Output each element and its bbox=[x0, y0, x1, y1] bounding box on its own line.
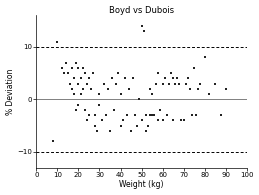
Point bbox=[137, 98, 141, 101]
Point bbox=[186, 77, 190, 80]
Point bbox=[192, 66, 196, 69]
Point bbox=[161, 82, 165, 85]
Point bbox=[76, 103, 81, 106]
Point bbox=[108, 129, 112, 132]
Point bbox=[188, 87, 192, 90]
Point bbox=[169, 72, 173, 75]
Point bbox=[68, 82, 72, 85]
Point bbox=[219, 113, 224, 117]
Point bbox=[224, 87, 228, 90]
Point bbox=[213, 82, 217, 85]
Point bbox=[76, 82, 81, 85]
Point bbox=[110, 77, 114, 80]
Point bbox=[127, 87, 131, 90]
Point bbox=[91, 72, 95, 75]
Point bbox=[66, 72, 70, 75]
X-axis label: Weight (kg): Weight (kg) bbox=[119, 180, 164, 190]
Point bbox=[144, 129, 148, 132]
Point bbox=[97, 103, 102, 106]
Point bbox=[207, 92, 211, 96]
Point bbox=[179, 119, 184, 122]
Point bbox=[112, 108, 116, 111]
Y-axis label: % Deviation: % Deviation bbox=[5, 68, 15, 115]
Point bbox=[81, 87, 85, 90]
Point bbox=[62, 72, 66, 75]
Point bbox=[51, 140, 55, 143]
Point bbox=[203, 56, 207, 59]
Point bbox=[135, 124, 139, 127]
Point bbox=[198, 82, 203, 85]
Point bbox=[104, 113, 108, 117]
Point bbox=[87, 113, 91, 117]
Point bbox=[83, 72, 87, 75]
Point bbox=[159, 108, 163, 111]
Point bbox=[74, 61, 78, 64]
Point bbox=[85, 119, 89, 122]
Point bbox=[55, 40, 60, 43]
Point bbox=[78, 77, 83, 80]
Point bbox=[148, 113, 152, 117]
Point bbox=[146, 124, 150, 127]
Point bbox=[182, 119, 186, 122]
Point bbox=[165, 113, 169, 117]
Point bbox=[81, 66, 85, 69]
Point bbox=[150, 92, 154, 96]
Point bbox=[133, 113, 137, 117]
Point bbox=[93, 124, 97, 127]
Point bbox=[78, 92, 83, 96]
Point bbox=[196, 87, 200, 90]
Point bbox=[99, 119, 104, 122]
Point bbox=[163, 77, 167, 80]
Point bbox=[190, 113, 194, 117]
Point bbox=[95, 129, 99, 132]
Point bbox=[64, 61, 68, 64]
Point bbox=[171, 77, 175, 80]
Point bbox=[125, 113, 129, 117]
Point bbox=[156, 119, 160, 122]
Point bbox=[72, 77, 76, 80]
Point bbox=[76, 66, 81, 69]
Point bbox=[87, 77, 91, 80]
Title: Boyd vs Dubois: Boyd vs Dubois bbox=[109, 5, 174, 15]
Point bbox=[70, 66, 74, 69]
Point bbox=[129, 129, 133, 132]
Point bbox=[83, 108, 87, 111]
Point bbox=[194, 113, 198, 117]
Point bbox=[161, 119, 165, 122]
Point bbox=[89, 87, 93, 90]
Point bbox=[142, 29, 146, 33]
Point bbox=[116, 72, 120, 75]
Point bbox=[139, 24, 143, 27]
Point bbox=[114, 82, 118, 85]
Point bbox=[144, 113, 148, 117]
Point bbox=[167, 82, 171, 85]
Point bbox=[184, 82, 188, 85]
Point bbox=[177, 82, 182, 85]
Point bbox=[118, 124, 123, 127]
Point bbox=[102, 82, 106, 85]
Point bbox=[85, 82, 89, 85]
Point bbox=[120, 119, 125, 122]
Point bbox=[156, 72, 160, 75]
Point bbox=[171, 119, 175, 122]
Point bbox=[60, 66, 64, 69]
Point bbox=[148, 87, 152, 90]
Point bbox=[154, 82, 158, 85]
Point bbox=[72, 92, 76, 96]
Point bbox=[93, 113, 97, 117]
Point bbox=[150, 113, 154, 117]
Point bbox=[173, 82, 177, 85]
Point bbox=[131, 77, 135, 80]
Point bbox=[175, 77, 179, 80]
Point bbox=[118, 92, 123, 96]
Point bbox=[106, 87, 110, 90]
Point bbox=[123, 77, 127, 80]
Point bbox=[97, 92, 102, 96]
Point bbox=[70, 87, 74, 90]
Point bbox=[74, 108, 78, 111]
Point bbox=[139, 119, 143, 122]
Point bbox=[152, 113, 156, 117]
